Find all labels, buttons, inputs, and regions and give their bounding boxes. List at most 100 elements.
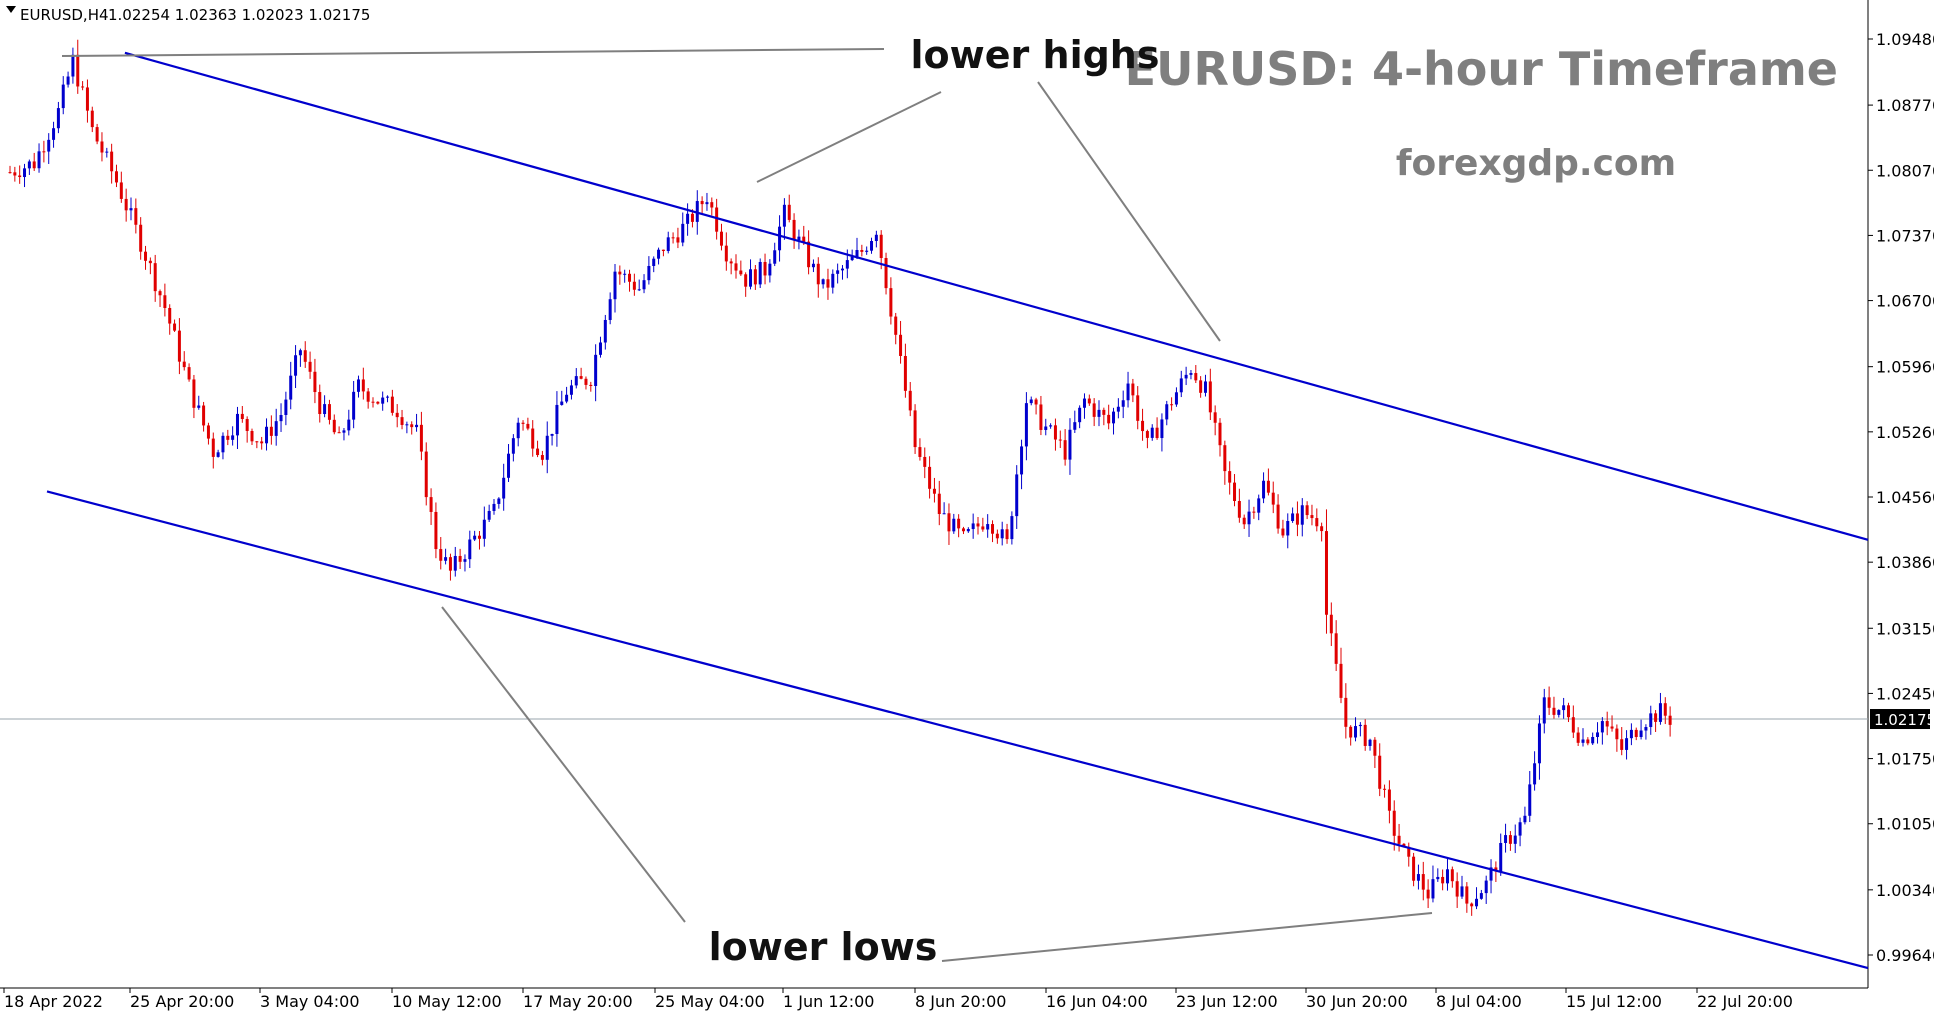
candle-body	[1126, 383, 1130, 401]
candle	[376, 401, 380, 405]
candle	[739, 260, 743, 276]
candle-body	[1523, 815, 1527, 823]
candle-body	[584, 378, 588, 385]
candle-body	[937, 493, 941, 515]
candle-body	[758, 261, 762, 285]
candle	[356, 375, 360, 398]
candle-body	[1058, 439, 1062, 441]
candle-body	[85, 87, 89, 111]
candle	[1513, 824, 1517, 854]
candle	[1286, 513, 1290, 549]
candle	[260, 436, 264, 450]
candle-body	[52, 128, 56, 140]
candle-body	[671, 237, 675, 239]
candle	[1174, 387, 1178, 407]
candle	[637, 279, 641, 292]
candle	[269, 415, 273, 445]
candle-body	[526, 423, 530, 429]
candle	[1349, 725, 1353, 746]
candle-body	[1329, 614, 1333, 634]
candle-body	[1218, 422, 1222, 446]
candle-body	[860, 250, 864, 252]
candle-body	[724, 245, 728, 262]
candle	[23, 163, 27, 188]
candle-body	[434, 511, 438, 550]
candle	[1242, 514, 1246, 529]
y-tick-label: 1.01050	[1876, 815, 1934, 834]
candle	[1184, 366, 1188, 386]
candle	[899, 320, 903, 364]
candle	[1257, 494, 1261, 521]
candle-body	[744, 274, 748, 287]
candle	[347, 409, 351, 436]
candle	[1092, 398, 1096, 427]
candle	[1141, 408, 1145, 441]
candle	[313, 358, 317, 404]
candle-body	[1479, 893, 1483, 899]
candle	[753, 264, 757, 290]
candle-body	[511, 438, 515, 454]
candle	[628, 269, 632, 292]
y-tick-label: 1.05960	[1876, 358, 1934, 377]
candle-body	[1412, 856, 1416, 881]
candle-body	[1489, 867, 1493, 881]
candle	[763, 253, 767, 285]
candle	[686, 203, 690, 236]
candle	[323, 395, 327, 418]
candle	[1625, 730, 1629, 760]
candle	[821, 278, 825, 289]
candle-body	[177, 330, 181, 362]
candle	[1053, 418, 1057, 451]
pointer-high-3	[1037, 81, 1221, 342]
candle-body	[1276, 504, 1280, 529]
x-tick-label: 30 Jun 20:00	[1306, 992, 1408, 1011]
candle-body	[884, 258, 888, 289]
candle	[1223, 440, 1227, 485]
candle-body	[1629, 729, 1633, 739]
candle-body	[1436, 876, 1440, 880]
candle-body	[1044, 426, 1048, 430]
candle-body	[1552, 707, 1556, 715]
candle	[139, 217, 143, 260]
candle	[1344, 683, 1348, 739]
candle-body	[782, 204, 786, 227]
candle	[603, 314, 607, 350]
candle-body	[114, 171, 118, 183]
candle-body	[1620, 739, 1624, 750]
candle	[76, 39, 80, 94]
candle	[773, 242, 777, 267]
candle-body	[1465, 886, 1469, 904]
candle	[1208, 368, 1212, 421]
candle	[1039, 395, 1043, 436]
candle-body	[1078, 407, 1082, 423]
candle	[1528, 771, 1532, 823]
candle	[516, 417, 520, 447]
candle-body	[710, 202, 714, 208]
candle-body	[971, 523, 975, 530]
candle	[961, 526, 965, 535]
candle	[1581, 728, 1585, 747]
candle	[831, 269, 835, 294]
candle	[1044, 418, 1048, 436]
candle-body	[235, 413, 239, 436]
candle	[56, 101, 60, 134]
candle	[1397, 823, 1401, 852]
candle-body	[439, 549, 443, 561]
candle-body	[1150, 427, 1154, 438]
candle-body	[991, 524, 995, 534]
candle	[1412, 852, 1416, 887]
candle-body	[1024, 403, 1028, 447]
candle-body	[308, 361, 312, 372]
candle	[90, 106, 94, 133]
candle-body	[1141, 420, 1145, 432]
candle-body	[182, 361, 186, 368]
header-dropdown-icon[interactable]	[6, 6, 16, 13]
candle	[1576, 727, 1580, 746]
candle-body	[623, 273, 627, 275]
candle	[1586, 737, 1590, 746]
candle-body	[1233, 482, 1237, 502]
candle	[811, 259, 815, 273]
candle-body	[792, 219, 796, 241]
candle	[1523, 806, 1527, 825]
